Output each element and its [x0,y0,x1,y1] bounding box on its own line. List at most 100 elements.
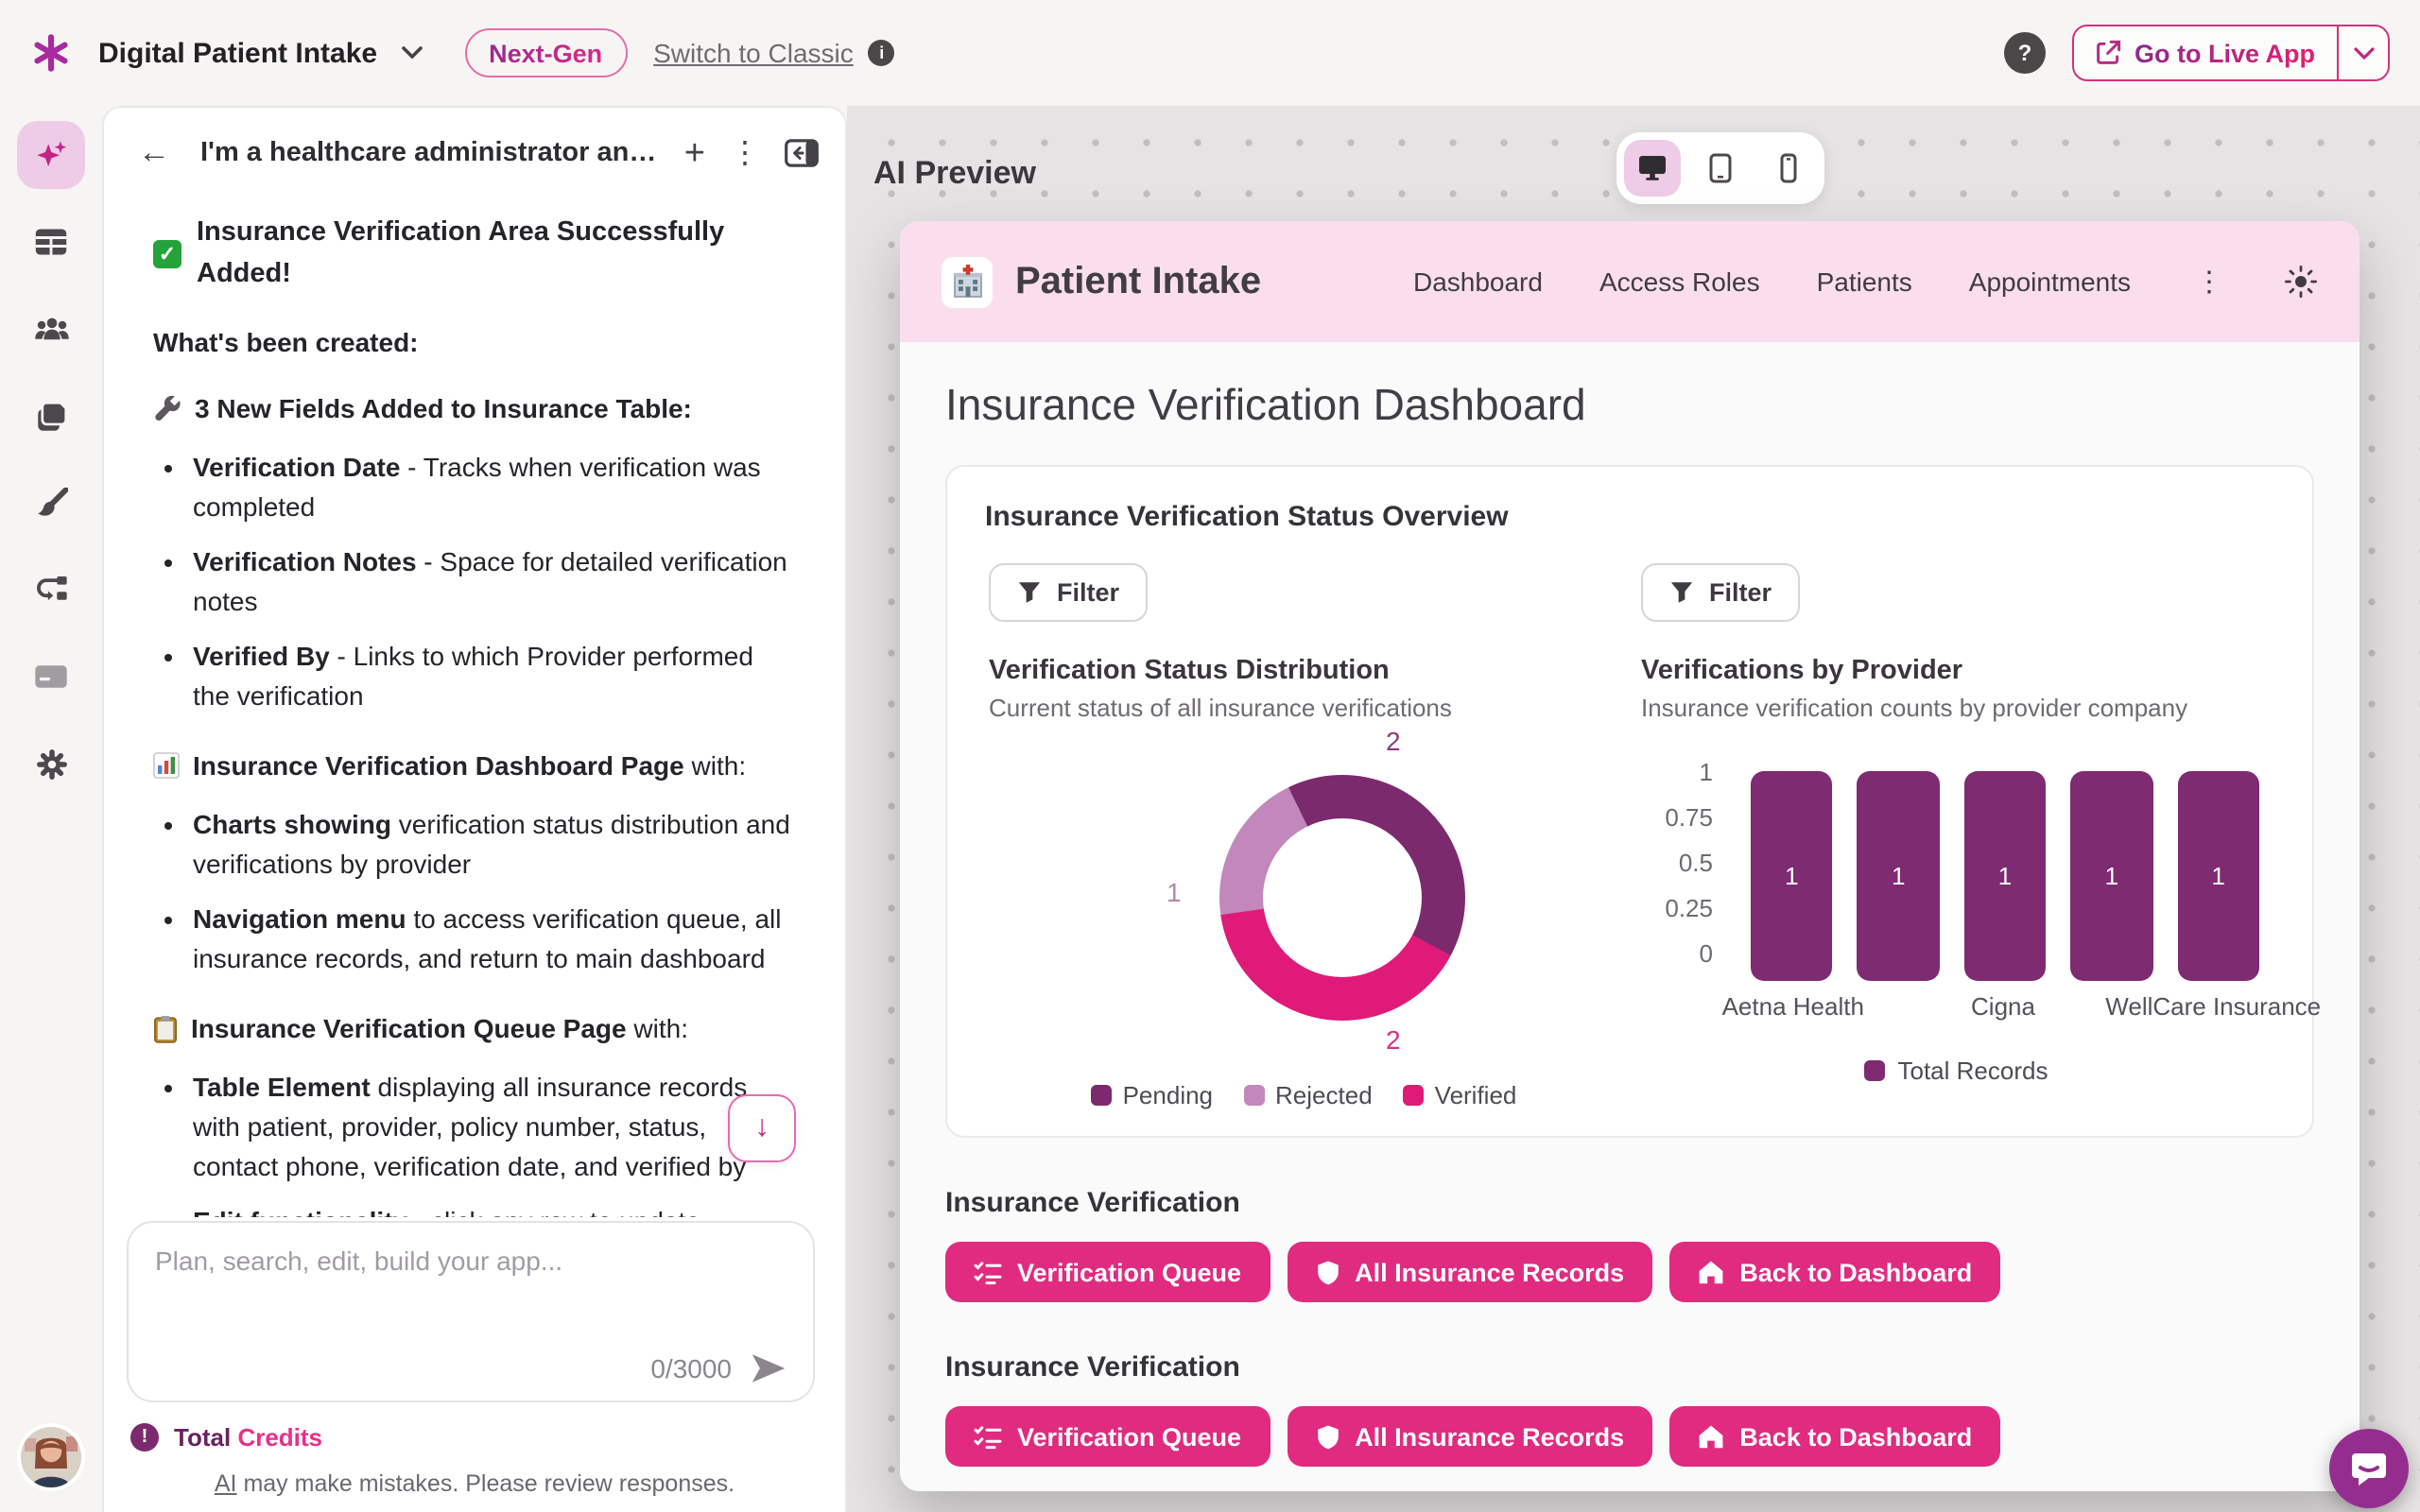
donut-label-pending: 2 [1386,726,1401,756]
collapse-panel-icon[interactable] [785,138,819,168]
donut-chart-subtitle: Current status of all insurance verifica… [989,694,1452,722]
input-footer: 0/3000 [650,1353,786,1383]
filter-funnel-icon [1018,582,1041,603]
sidebar-item-settings[interactable] [17,730,85,798]
support-chat-button[interactable] [2329,1429,2409,1508]
user-avatar[interactable] [21,1427,81,1487]
go-to-live-app-main[interactable]: Go to Live App [2074,26,2336,79]
bar-x-axis: Aetna Health Cigna WellCare Insurance [1721,992,2322,1021]
filter-funnel-icon [1670,582,1693,603]
success-text: Insurance Verification Area Successfully… [197,217,725,289]
legend-item-pending[interactable]: Pending [1090,1081,1213,1109]
preview-area: AI Preview [847,106,2420,1512]
dashboard-bullet-list: Charts showing verification status distr… [153,804,796,978]
sidebar-item-workflows[interactable] [17,556,85,624]
bar-legend: Total Records [1641,1057,2271,1085]
hospital-logo-icon [942,256,993,307]
donut-ring[interactable] [1219,775,1465,1021]
legend-item-rejected[interactable]: Rejected [1243,1081,1373,1109]
chat-menu-kebab-icon[interactable]: ⋮ [730,138,760,170]
left-sidebar [0,106,102,1512]
sidebar-item-pages[interactable] [17,382,85,450]
go-to-live-app-label: Go to Live App [2135,39,2315,67]
dashboard-section-heading: Insurance Verification Dashboard Page wi… [153,746,796,785]
preview-app-body: Insurance Verification Dashboard Insuran… [900,342,2360,1491]
verification-queue-button-2[interactable]: Verification Queue [945,1406,1270,1467]
action-buttons-row-1: Verification Queue All Insurance Records… [945,1242,2314,1302]
nav-item-dashboard[interactable]: Dashboard [1412,266,1543,297]
checklist-icon [974,1261,1002,1284]
bar-4[interactable]: 1 [2070,771,2153,981]
switch-to-classic-link[interactable]: Switch to Classic [653,38,854,68]
users-icon [34,318,68,340]
fields-section-heading: 3 New Fields Added to Insurance Table: [153,388,796,428]
checklist-icon [974,1425,1002,1449]
fields-bullet-list: Verification Date - Tracks when verifica… [153,447,796,715]
sidebar-item-theme[interactable] [17,469,85,537]
credits-alert-icon: ! [130,1423,159,1452]
external-link-icon [2097,40,2121,64]
check-icon: ✓ [153,240,182,269]
donut-chart: 2 1 2 [1167,726,1465,1055]
send-icon[interactable] [751,1353,786,1383]
go-to-live-app-button[interactable]: Go to Live App [2072,25,2390,81]
all-insurance-records-button[interactable]: All Insurance Records [1287,1242,1653,1302]
back-to-dashboard-button-2[interactable]: Back to Dashboard [1669,1406,2001,1467]
device-toggle [1616,132,1824,204]
nav-item-appointments[interactable]: Appointments [1968,266,2131,297]
list-item: Navigation menu to access verification q… [193,899,796,978]
donut-chart-title: Verification Status Distribution [989,656,1390,686]
next-gen-badge: Next-Gen [464,28,628,77]
sidebar-item-ai-sparkles[interactable] [17,121,85,189]
tablet-view-button[interactable] [1692,140,1749,197]
nav-item-patients[interactable]: Patients [1816,266,1912,297]
light-mode-sun-icon[interactable] [2284,265,2318,299]
nav-item-access-roles[interactable]: Access Roles [1599,266,1760,297]
queue-section-heading: Insurance Verification Queue Page with: [153,1008,796,1048]
status-overview-card: Insurance Verification Status Overview F… [945,465,2322,1138]
conversation-title: I'm a healthcare administrator and I nee… [200,138,666,168]
bar-chart-panel: Filter Verifications by Provider Insuran… [1630,563,2322,1109]
copy-pages-icon [37,400,67,430]
chat-messages: ✓ Insurance Verification Area Successful… [104,195,845,1217]
queue-bullet-list: Table Element displaying all insurance r… [153,1067,796,1217]
legend-item-verified[interactable]: Verified [1402,1081,1516,1109]
bar-chart-subtitle: Insurance verification counts by provide… [1641,694,2188,722]
live-button-divider [2336,26,2339,79]
donut-label-rejected: 1 [1167,877,1182,907]
home-icon [1699,1261,1723,1284]
sidebar-item-users[interactable] [17,295,85,363]
bar-wellcare[interactable]: 1 [2177,771,2260,981]
page-title: Insurance Verification Dashboard [945,380,1586,429]
bar-chart: 1 0.75 0.5 0.25 0 1 1 1 1 1 [1641,758,2271,981]
sidebar-item-billing[interactable] [17,643,85,711]
total-credits[interactable]: ! Total Credits [130,1423,322,1452]
chat-input-field[interactable] [129,1223,813,1332]
bar-cigna[interactable]: 1 [1963,771,2047,981]
new-chat-icon[interactable]: + [683,133,705,173]
bar-aetna[interactable]: 1 [1751,771,1833,981]
scroll-to-bottom-button[interactable]: ↓ [728,1094,796,1162]
back-to-dashboard-button[interactable]: Back to Dashboard [1669,1242,2001,1302]
help-icon[interactable]: ? [2004,32,2046,74]
phone-view-button[interactable] [1760,140,1817,197]
all-insurance-records-button-2[interactable]: All Insurance Records [1287,1406,1653,1467]
info-icon[interactable]: i [868,40,895,66]
phone-icon [1780,153,1797,183]
preview-title: AI Preview [873,155,1036,191]
verification-queue-button[interactable]: Verification Queue [945,1242,1270,1302]
donut-label-verified: 2 [1386,1024,1401,1055]
back-arrow-icon[interactable]: ← [138,134,170,170]
gear-icon [36,748,66,779]
live-app-dropdown-button[interactable] [2339,26,2388,79]
bar-2[interactable]: 1 [1857,771,1940,981]
chat-panel: ← I'm a healthcare administrator and I n… [102,106,847,1512]
filter-button-provider[interactable]: Filter [1641,563,1801,622]
desktop-view-button[interactable] [1624,140,1681,197]
list-item: Table Element displaying all insurance r… [193,1067,796,1186]
project-chevron-down-icon[interactable] [400,45,423,60]
sidebar-item-data-table[interactable] [17,208,85,276]
bar-chart-title: Verifications by Provider [1641,656,1963,686]
nav-kebab-icon[interactable]: ⋮ [2195,266,2223,299]
filter-button-status[interactable]: Filter [989,563,1149,622]
